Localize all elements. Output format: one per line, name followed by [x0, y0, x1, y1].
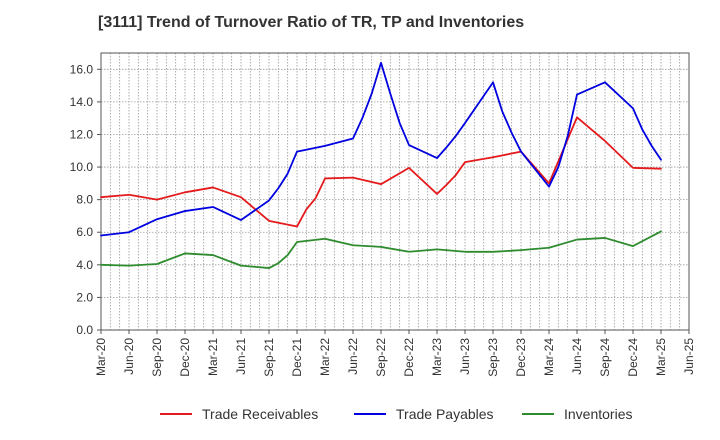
x-tick-label: Jun-20 — [122, 338, 136, 375]
y-tick-label: 16.0 — [70, 62, 94, 76]
x-tick-label: Mar-21 — [206, 338, 220, 376]
x-tick-label: Jun-21 — [234, 338, 248, 375]
x-tick-label: Jun-23 — [458, 338, 472, 375]
x-tick-label: Mar-22 — [318, 338, 332, 376]
x-tick-label: Jun-25 — [682, 338, 696, 375]
x-tick-label: Sep-21 — [262, 338, 276, 377]
x-tick-label: Sep-24 — [598, 338, 612, 377]
series-line-trade-payables — [100, 61, 662, 237]
x-tick-label: Mar-20 — [94, 338, 108, 376]
y-tick-label: 14.0 — [70, 95, 94, 109]
x-tick-label: Mar-25 — [654, 338, 668, 376]
x-tick-label: Jun-24 — [570, 338, 584, 375]
x-tick-label: Sep-22 — [374, 338, 388, 377]
y-tick-label: 8.0 — [76, 193, 93, 207]
y-tick-label: 0.0 — [76, 323, 93, 337]
series-line-inventories — [100, 230, 662, 269]
legend-trade-receivables-label: Trade Receivables — [202, 406, 318, 422]
legend-inventories-label: Inventories — [564, 406, 632, 422]
x-tick-label: Mar-23 — [430, 338, 444, 376]
x-tick-label: Dec-20 — [178, 338, 192, 377]
chart-title: [3111] Trend of Turnover Ratio of TR, TP… — [98, 14, 525, 31]
y-tick-label: 10.0 — [70, 160, 94, 174]
series-line-trade-receivables — [100, 116, 662, 228]
y-tick-label: 12.0 — [70, 127, 94, 141]
y-tick-label: 2.0 — [76, 290, 93, 304]
x-tick-label: Dec-23 — [514, 338, 528, 377]
y-tick-label: 6.0 — [76, 225, 93, 239]
x-tick-label: Jun-22 — [346, 338, 360, 375]
plot-frame — [100, 52, 690, 331]
x-tick-label: Sep-23 — [486, 338, 500, 377]
series-layer — [100, 61, 662, 269]
legend-trade-payables-label: Trade Payables — [396, 406, 494, 422]
x-tick-label: Dec-24 — [626, 338, 640, 377]
x-tick-label: Dec-22 — [402, 338, 416, 377]
x-tick-label: Mar-24 — [542, 338, 556, 376]
grid-layer — [101, 53, 689, 330]
y-tick-label: 4.0 — [76, 258, 93, 272]
legend: Trade Receivables Trade Payables Inventori… — [160, 406, 632, 422]
x-tick-label: Sep-20 — [150, 338, 164, 377]
axes-layer: 0.0 2.0 4.0 6.0 8.0 10.0 12.0 14.0 16.0 Mar-20 Jun… — [70, 52, 696, 377]
x-tick-label: Dec-21 — [290, 338, 304, 377]
